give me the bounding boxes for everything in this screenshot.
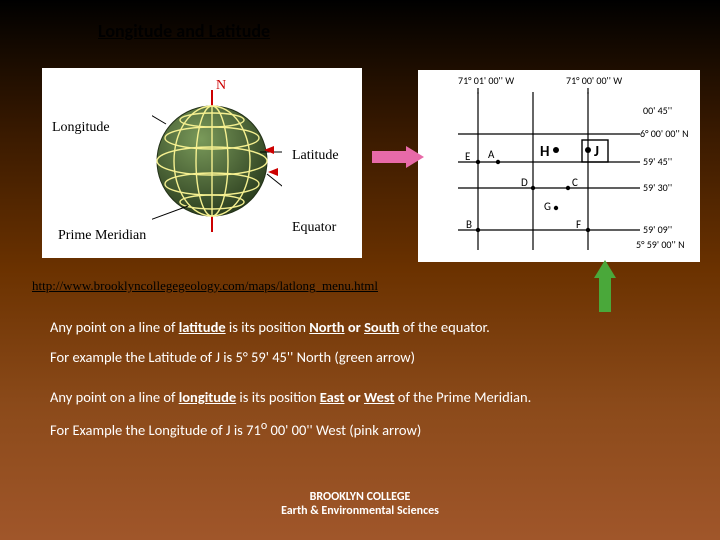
para-longitude-example: For Example the Longitude of J is 71o 00…: [50, 418, 690, 439]
globe-diagram-panel: N Longitude Latitude Prime Meridian Equa…: [42, 68, 362, 258]
green-arrow: [594, 260, 616, 312]
footer-line1: BROOKLYN COLLEGE: [0, 490, 720, 504]
svg-text:J: J: [594, 143, 599, 161]
svg-text:71° 00' 00'' W: 71° 00' 00'' W: [566, 74, 622, 87]
pink-arrow: [372, 146, 426, 168]
para-latitude-example: For example the Latitude of J is 5° 59' …: [50, 348, 690, 366]
svg-text:F: F: [576, 218, 581, 231]
svg-text:C: C: [572, 176, 578, 189]
svg-text:D: D: [521, 176, 528, 189]
footer-line2: Earth & Environmental Sciences: [0, 504, 720, 518]
svg-text:71° 01' 00'' W: 71° 01' 00'' W: [458, 74, 514, 87]
source-link[interactable]: http://www.brooklyncollegegeology.com/ma…: [32, 278, 378, 294]
globe-label-latitude: Latitude: [292, 148, 339, 164]
svg-text:59' 30'': 59' 30'': [643, 181, 672, 194]
footer: BROOKLYN COLLEGE Earth & Environmental S…: [0, 490, 720, 518]
svg-text:59' 45'': 59' 45'': [643, 155, 672, 168]
svg-text:A: A: [488, 148, 495, 161]
svg-text:H: H: [540, 143, 549, 161]
globe-svg: [152, 86, 282, 246]
globe-label-longitude: Longitude: [52, 120, 110, 136]
map-grid-panel: 71° 01' 00'' W 71° 00' 00'' W 00' 45'' 6…: [418, 70, 700, 262]
globe-label-prime-meridian: Prime Meridian: [58, 228, 146, 244]
map-grid-svg: 71° 01' 00'' W 71° 00' 00'' W 00' 45'' 6…: [418, 70, 700, 262]
svg-text:6° 00' 00'' N: 6° 00' 00'' N: [640, 127, 689, 140]
svg-text:59' 09'': 59' 09'': [643, 223, 672, 236]
svg-text:5° 59' 00'' N: 5° 59' 00'' N: [636, 238, 685, 251]
svg-text:E: E: [465, 150, 470, 163]
slide-title: Longitude and Latitude: [98, 20, 270, 42]
svg-text:B: B: [466, 218, 472, 231]
globe-label-equator: Equator: [292, 220, 336, 236]
para-latitude-def: Any point on a line of latitude is its p…: [50, 318, 690, 336]
svg-text:00' 45'': 00' 45'': [643, 104, 672, 117]
svg-text:G: G: [544, 200, 551, 213]
para-longitude-def: Any point on a line of longitude is its …: [50, 388, 690, 406]
